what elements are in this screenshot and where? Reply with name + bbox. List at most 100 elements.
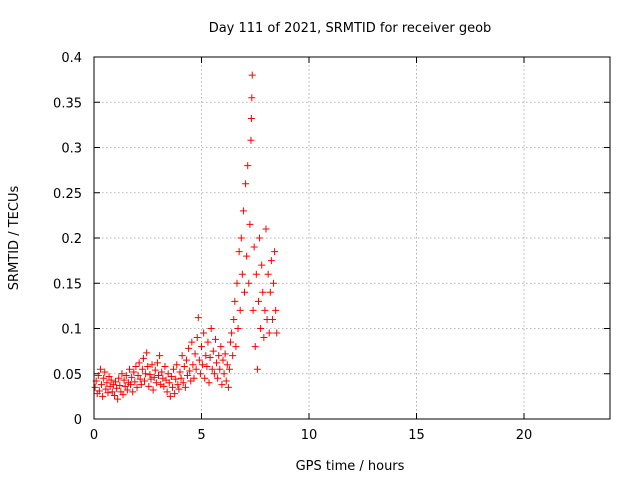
data-point xyxy=(258,261,266,269)
data-point xyxy=(131,378,139,386)
data-point xyxy=(147,375,155,383)
data-point xyxy=(245,279,253,287)
data-point xyxy=(204,338,212,346)
data-point xyxy=(177,374,185,382)
data-point xyxy=(107,376,115,384)
y-tick-label: 0.4 xyxy=(61,51,82,66)
data-point xyxy=(267,257,275,265)
data-point xyxy=(219,356,227,364)
data-point xyxy=(167,372,175,380)
data-point xyxy=(135,359,143,367)
data-point xyxy=(133,383,141,391)
data-point xyxy=(120,376,128,384)
data-point xyxy=(130,368,138,376)
data-point xyxy=(105,372,113,380)
data-point xyxy=(272,306,280,314)
data-point xyxy=(222,377,230,385)
data-point xyxy=(189,361,197,369)
data-point xyxy=(137,381,145,389)
y-tick-label: 0.3 xyxy=(61,142,82,157)
axis-ticks: 0 5 10 15 20 0 0.05 0.1 0.15 0.2 0.25 0.3 0.35 0.4 xyxy=(53,51,610,443)
y-tick-label: 0.15 xyxy=(53,277,82,292)
data-point xyxy=(182,356,190,364)
y-tick-label: 0 xyxy=(74,413,82,428)
data-point xyxy=(228,329,236,337)
data-point xyxy=(252,270,260,278)
data-point xyxy=(181,383,189,391)
data-point xyxy=(237,234,245,242)
data-point xyxy=(234,325,242,332)
data-point xyxy=(166,392,174,400)
data-point xyxy=(165,379,173,387)
data-point xyxy=(262,225,270,233)
data-point xyxy=(98,381,106,389)
data-point xyxy=(207,325,215,332)
data-point xyxy=(115,374,123,382)
data-point xyxy=(180,363,188,371)
data-point xyxy=(220,370,228,378)
data-point xyxy=(227,338,235,346)
data-point xyxy=(216,365,224,373)
data-point xyxy=(257,325,265,332)
data-point xyxy=(159,374,167,382)
data-point xyxy=(170,365,178,373)
data-point xyxy=(99,392,107,400)
data-point xyxy=(195,356,203,364)
data-point xyxy=(253,365,261,373)
data-point xyxy=(264,270,272,278)
data-point xyxy=(136,375,144,383)
data-point xyxy=(184,372,192,380)
data-point xyxy=(215,352,223,360)
data-point xyxy=(217,343,225,351)
data-point xyxy=(116,382,124,390)
data-point xyxy=(173,361,181,369)
y-axis-label: SRMTID / TECUs xyxy=(7,186,22,291)
x-tick-label: 0 xyxy=(90,428,98,443)
data-point xyxy=(179,379,187,387)
data-point xyxy=(213,359,221,367)
data-point xyxy=(242,180,250,188)
data-point xyxy=(168,383,176,391)
data-point xyxy=(145,382,153,390)
data-point xyxy=(225,365,233,373)
data-point xyxy=(112,378,119,386)
data-point xyxy=(239,207,247,215)
data-point xyxy=(125,365,133,373)
data-point xyxy=(123,386,131,394)
data-point xyxy=(95,387,103,395)
data-point xyxy=(193,334,201,342)
x-tick-label: 20 xyxy=(516,428,533,443)
data-point xyxy=(231,297,239,305)
y-tick-label: 0.35 xyxy=(53,96,82,111)
data-point xyxy=(157,381,165,389)
data-point xyxy=(201,374,209,382)
data-point xyxy=(185,344,193,352)
data-point xyxy=(210,370,218,378)
data-point xyxy=(270,279,278,287)
data-point xyxy=(256,234,264,242)
data-point xyxy=(194,314,202,322)
data-point xyxy=(186,367,194,375)
data-point xyxy=(205,379,213,387)
data-point xyxy=(146,371,154,379)
data-point xyxy=(202,352,210,360)
chart-title: Day 111 of 2021, SRMTID for receiver geo… xyxy=(209,21,492,36)
data-point xyxy=(143,349,151,357)
data-point xyxy=(246,220,254,228)
data-point xyxy=(148,361,156,369)
x-tick-label: 5 xyxy=(197,428,205,443)
plot-frame xyxy=(93,56,611,420)
data-point xyxy=(248,71,256,79)
data-point xyxy=(265,329,273,337)
data-point xyxy=(260,334,268,342)
data-point xyxy=(248,94,256,102)
data-point xyxy=(249,306,257,314)
data-point xyxy=(261,306,269,314)
data-point xyxy=(218,381,226,389)
data-point xyxy=(122,372,130,380)
data-point xyxy=(176,368,184,376)
data-point xyxy=(138,365,146,373)
data-point xyxy=(259,288,267,296)
data-point xyxy=(208,365,216,373)
